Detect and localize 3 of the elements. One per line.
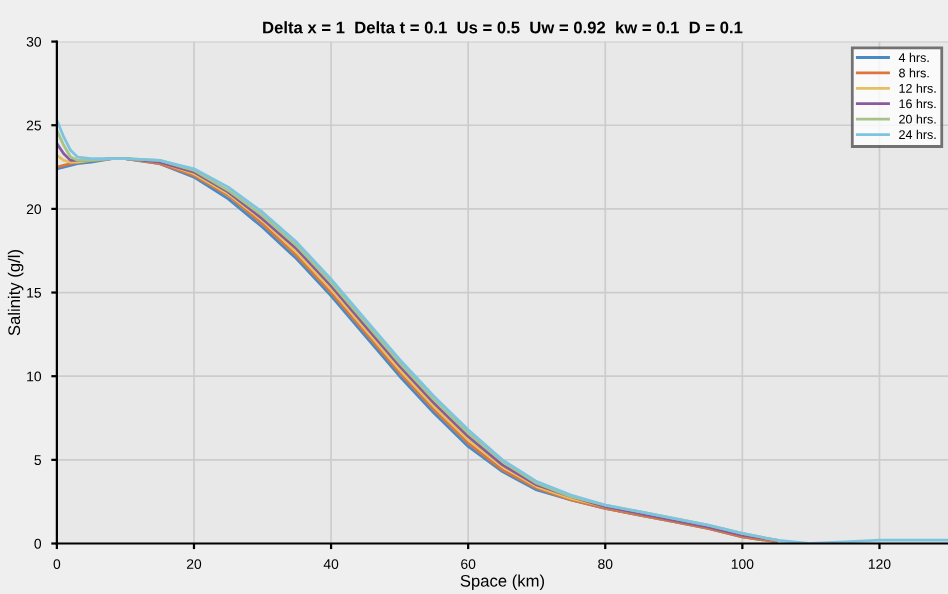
chart-title: Delta x = 1 Delta t = 0.1 Us = 0.5 Uw = 0.92 kw = 0.1 D = 0.1	[263, 21, 743, 34]
x-axis-title: Space (km)	[460, 574, 545, 591]
y-axis-title: Salinity (g/l)	[7, 250, 24, 336]
